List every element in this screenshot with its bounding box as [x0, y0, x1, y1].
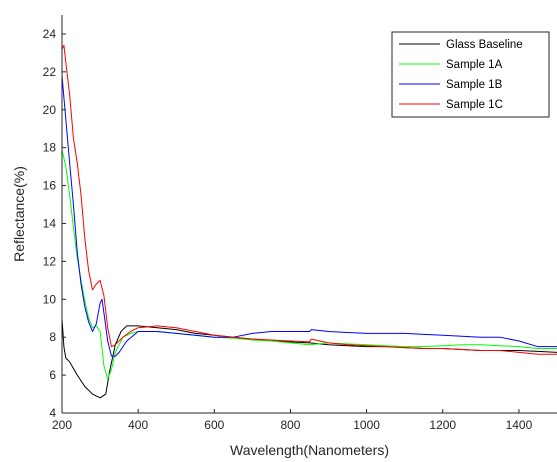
legend-label: Glass Baseline — [446, 39, 523, 51]
y-tick-label: 22 — [43, 65, 57, 79]
y-tick-label: 6 — [49, 368, 56, 382]
y-tick-label: 10 — [43, 292, 57, 306]
x-tick-label: 1000 — [353, 418, 380, 432]
x-tick-label: 1400 — [506, 418, 533, 432]
y-tick-label: 14 — [43, 216, 57, 230]
legend-label: Sample 1C — [446, 99, 503, 111]
x-tick-label: 600 — [204, 418, 224, 432]
x-tick-label: 400 — [128, 418, 148, 432]
x-tick-label: 1200 — [429, 418, 456, 432]
x-tick-label: 200 — [52, 418, 72, 432]
x-axis-title: Wavelength(Nanometers) — [230, 442, 389, 458]
y-tick-label: 18 — [43, 141, 57, 155]
legend-label: Sample 1A — [446, 59, 503, 71]
y-tick-label: 24 — [43, 27, 57, 41]
y-tick-label: 12 — [43, 254, 57, 268]
y-tick-label: 4 — [49, 406, 56, 420]
y-axis-title: Reflectance(%) — [11, 166, 27, 262]
legend: Glass Baseline Sample 1A Sample 1B Sample 1… — [392, 32, 549, 117]
y-tick-label: 8 — [49, 330, 56, 344]
legend-label: Sample 1B — [446, 79, 503, 91]
y-tick-label: 16 — [43, 179, 57, 193]
y-tick-label: 20 — [43, 103, 57, 117]
x-tick-label: 800 — [280, 418, 300, 432]
